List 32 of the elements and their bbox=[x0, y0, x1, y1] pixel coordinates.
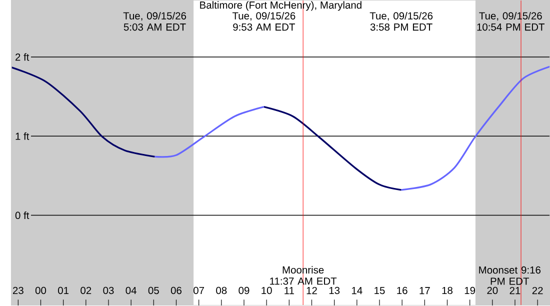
x-tick-label: 00 bbox=[35, 287, 46, 294]
annotation: Tue, 09/15/26 3:58 PM EDT bbox=[370, 12, 433, 31]
x-tick-label: 09 bbox=[238, 287, 250, 294]
x-tick-label: 14 bbox=[352, 287, 362, 294]
x-tick-label: 16 bbox=[397, 287, 408, 294]
x-tick-label: 10 bbox=[262, 287, 272, 294]
x-tick-label: 17 bbox=[420, 287, 430, 294]
ref-line-label: Moonset 9:16 PM EDT bbox=[479, 266, 541, 286]
annotation: Tue, 09/15/26 10:54 PM EDT bbox=[477, 12, 545, 31]
y-tick-label: 1 ft bbox=[16, 132, 30, 140]
x-tick-label: 13 bbox=[329, 287, 340, 294]
x-tick-label: 03 bbox=[103, 287, 114, 294]
x-tick-label: 04 bbox=[126, 287, 136, 294]
x-tick-label: 18 bbox=[442, 287, 452, 294]
x-tick-label: 20 bbox=[487, 287, 498, 294]
annotation: Tue, 09/15/26 9:53 AM EDT bbox=[232, 12, 296, 31]
x-tick-label: 15 bbox=[374, 287, 385, 294]
x-tick-label: 07 bbox=[194, 287, 204, 294]
x-tick-label: 21 bbox=[510, 287, 520, 294]
x-tick-label: 06 bbox=[170, 287, 182, 294]
x-tick-label: 23 bbox=[12, 287, 24, 294]
annotation: Tue, 09/15/26 5:03 AM EDT bbox=[123, 12, 186, 31]
x-tick-label: 22 bbox=[532, 287, 543, 294]
x-tick-label: 02 bbox=[80, 287, 92, 294]
x-tick-label: 12 bbox=[306, 287, 317, 294]
y-tick-label: 2 ft bbox=[16, 53, 30, 61]
x-tick-label: 01 bbox=[58, 287, 69, 294]
x-tick-label: 05 bbox=[148, 287, 159, 294]
x-tick-label: 19 bbox=[464, 287, 476, 294]
y-tick-label: 0 ft bbox=[15, 212, 30, 220]
x-tick-label: 08 bbox=[216, 287, 227, 294]
x-tick-label: 11 bbox=[284, 287, 294, 294]
